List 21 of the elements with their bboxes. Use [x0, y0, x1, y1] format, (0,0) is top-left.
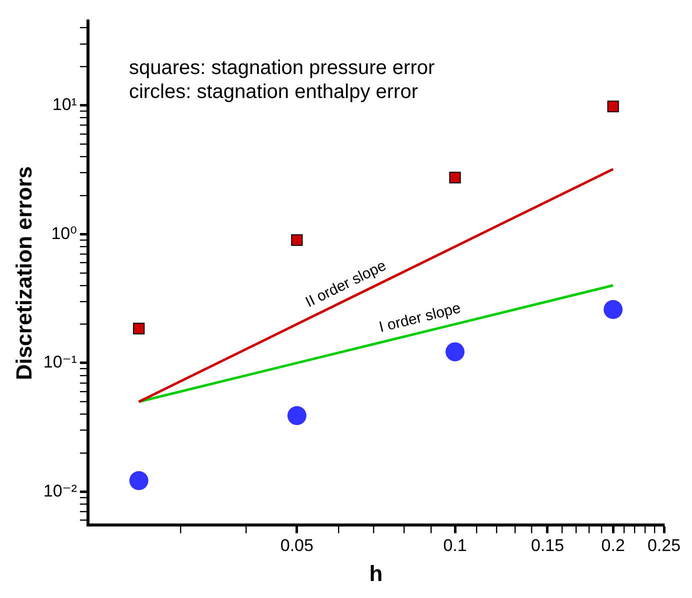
point [446, 342, 465, 362]
y-tick-label: 10⁻¹ [43, 352, 78, 372]
annotation: circles: stagnation enthalpy error [128, 81, 418, 104]
point [133, 322, 145, 334]
point [291, 234, 303, 246]
y-axis-title: Discretization errors [11, 166, 36, 380]
y-tick-label: 10⁰ [51, 224, 78, 243]
point [604, 300, 623, 319]
point [449, 172, 461, 184]
y-tick-label: 10⁻² [43, 481, 78, 500]
point [129, 471, 148, 490]
x-tick-label: 0.25 [647, 536, 681, 556]
point [607, 100, 619, 112]
x-tick-label: 0.2 [601, 536, 625, 556]
x-tick-label: 0.15 [530, 536, 564, 556]
point [287, 406, 306, 426]
x-tick-label: 0.05 [280, 536, 314, 556]
y-tick-label: 10¹ [52, 95, 78, 114]
x-axis-title: h [369, 560, 383, 586]
annotation: squares: stagnation pressure error [128, 57, 435, 80]
x-tick-label: 0.1 [443, 536, 467, 556]
